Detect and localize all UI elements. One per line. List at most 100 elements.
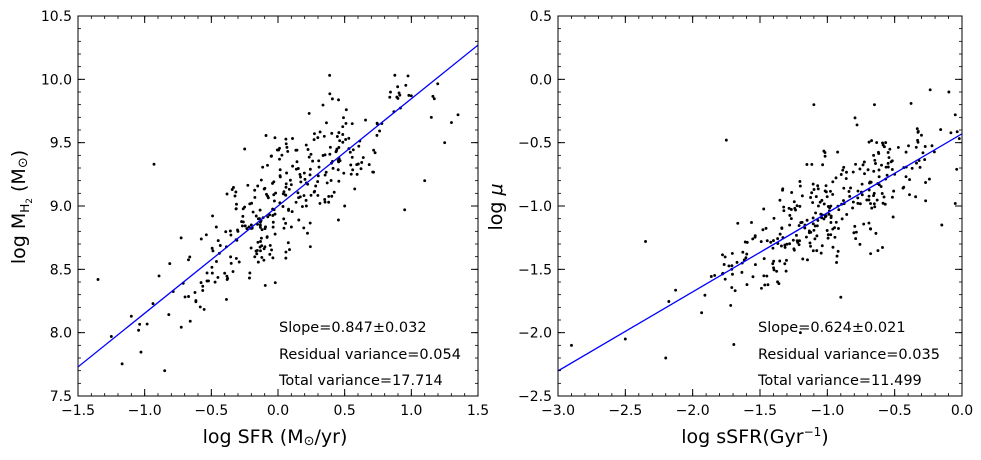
right-data-point: [772, 259, 776, 263]
left-data-point: [330, 194, 334, 198]
right-data-point: [870, 139, 874, 143]
left-data-point: [286, 241, 290, 245]
left-data-point: [241, 214, 245, 218]
right-data-point: [760, 286, 763, 290]
left-data-point: [364, 118, 367, 122]
left-data-point: [317, 159, 321, 163]
right-data-point: [880, 163, 883, 167]
right-x-tick-label: −0.5: [878, 403, 912, 419]
right-data-point: [730, 264, 734, 268]
left-data-point: [280, 153, 284, 157]
left-data-point: [234, 256, 238, 260]
left-data-point: [348, 150, 352, 154]
left-data-point: [308, 221, 312, 225]
left-data-point: [323, 200, 327, 204]
right-data-point: [848, 194, 852, 198]
left-data-point: [210, 246, 214, 250]
left-data-point: [321, 154, 325, 157]
right-data-point: [806, 258, 809, 262]
right-data-point: [777, 282, 781, 286]
right-data-point: [788, 213, 792, 217]
left-data-point: [336, 168, 340, 172]
right-data-point: [798, 331, 802, 335]
right-scatter-points: [570, 88, 961, 360]
left-data-point: [151, 302, 155, 306]
left-data-point: [268, 252, 272, 256]
right-data-point: [811, 182, 815, 186]
right-data-point: [842, 165, 846, 169]
left-data-point: [360, 161, 364, 164]
left-data-point: [359, 167, 363, 171]
left-data-point: [334, 150, 338, 154]
left-y-tick-label: 8.5: [50, 262, 72, 278]
right-data-point: [872, 202, 876, 206]
left-data-point: [139, 350, 143, 354]
left-data-point: [341, 140, 345, 144]
left-data-point: [248, 271, 252, 275]
left-data-point: [241, 207, 245, 211]
left-annotation-total: Total variance=17.714: [278, 373, 443, 389]
right-data-point: [915, 161, 918, 165]
left-data-point: [263, 283, 267, 287]
right-data-point: [877, 175, 881, 179]
right-data-point: [835, 254, 839, 258]
left-data-point: [316, 180, 320, 184]
left-data-point: [210, 265, 214, 269]
right-data-point: [809, 230, 813, 234]
left-data-point: [262, 258, 266, 262]
left-data-point: [229, 255, 233, 259]
right-x-tick-label: −1.0: [810, 403, 844, 419]
left-data-point: [168, 262, 172, 266]
left-data-point: [351, 168, 355, 172]
right-data-point: [762, 257, 766, 261]
right-data-point: [872, 153, 876, 157]
left-data-point: [393, 73, 397, 77]
right-data-point: [873, 205, 877, 209]
right-data-point: [907, 144, 910, 148]
right-data-point: [829, 214, 833, 218]
left-data-point: [271, 256, 275, 260]
right-data-point: [812, 103, 816, 107]
right-data-point: [875, 198, 879, 202]
right-annotation-slope: Slope=0.624±0.021: [758, 320, 906, 336]
left-data-point: [355, 172, 359, 176]
right-data-point: [741, 250, 745, 254]
right-data-point: [837, 227, 840, 230]
left-data-point: [287, 187, 291, 191]
right-data-point: [731, 272, 734, 276]
left-data-point: [432, 97, 436, 101]
left-data-point: [248, 276, 251, 280]
left-panel: −1.5 −1.0 −0.5 0.0 0.5 1.0 1.5 7.5 8.0 8.5 9.0 9.5 1…: [8, 9, 489, 449]
left-data-point: [296, 191, 300, 195]
right-data-point: [949, 131, 953, 135]
left-y-tick-label: 8.0: [50, 326, 72, 342]
right-data-point: [923, 158, 927, 162]
right-data-point: [872, 191, 876, 195]
right-data-point: [921, 151, 925, 155]
right-y-axis-label: log μ: [485, 183, 507, 230]
right-data-point: [811, 249, 815, 253]
left-data-point: [308, 167, 312, 171]
left-data-point: [213, 280, 217, 284]
right-data-point: [785, 258, 788, 262]
left-fit-line: [78, 44, 478, 368]
right-data-point: [823, 154, 827, 158]
right-data-point: [829, 221, 833, 224]
left-data-point: [312, 190, 316, 194]
right-data-point: [831, 192, 835, 196]
right-data-point: [795, 233, 798, 237]
left-data-point: [308, 173, 312, 177]
right-data-point: [779, 244, 783, 248]
right-data-point: [740, 270, 744, 274]
left-data-point: [270, 154, 273, 158]
left-data-point: [289, 225, 293, 229]
right-data-point: [815, 234, 819, 238]
left-data-point: [344, 121, 348, 125]
left-data-point: [274, 191, 278, 195]
left-data-point: [251, 210, 255, 214]
right-x-axis-label: log sSFR(Gyr−1): [681, 425, 828, 448]
right-data-point: [855, 123, 859, 127]
left-data-point: [423, 179, 427, 183]
left-data-point: [284, 182, 288, 186]
right-data-point: [849, 186, 853, 190]
